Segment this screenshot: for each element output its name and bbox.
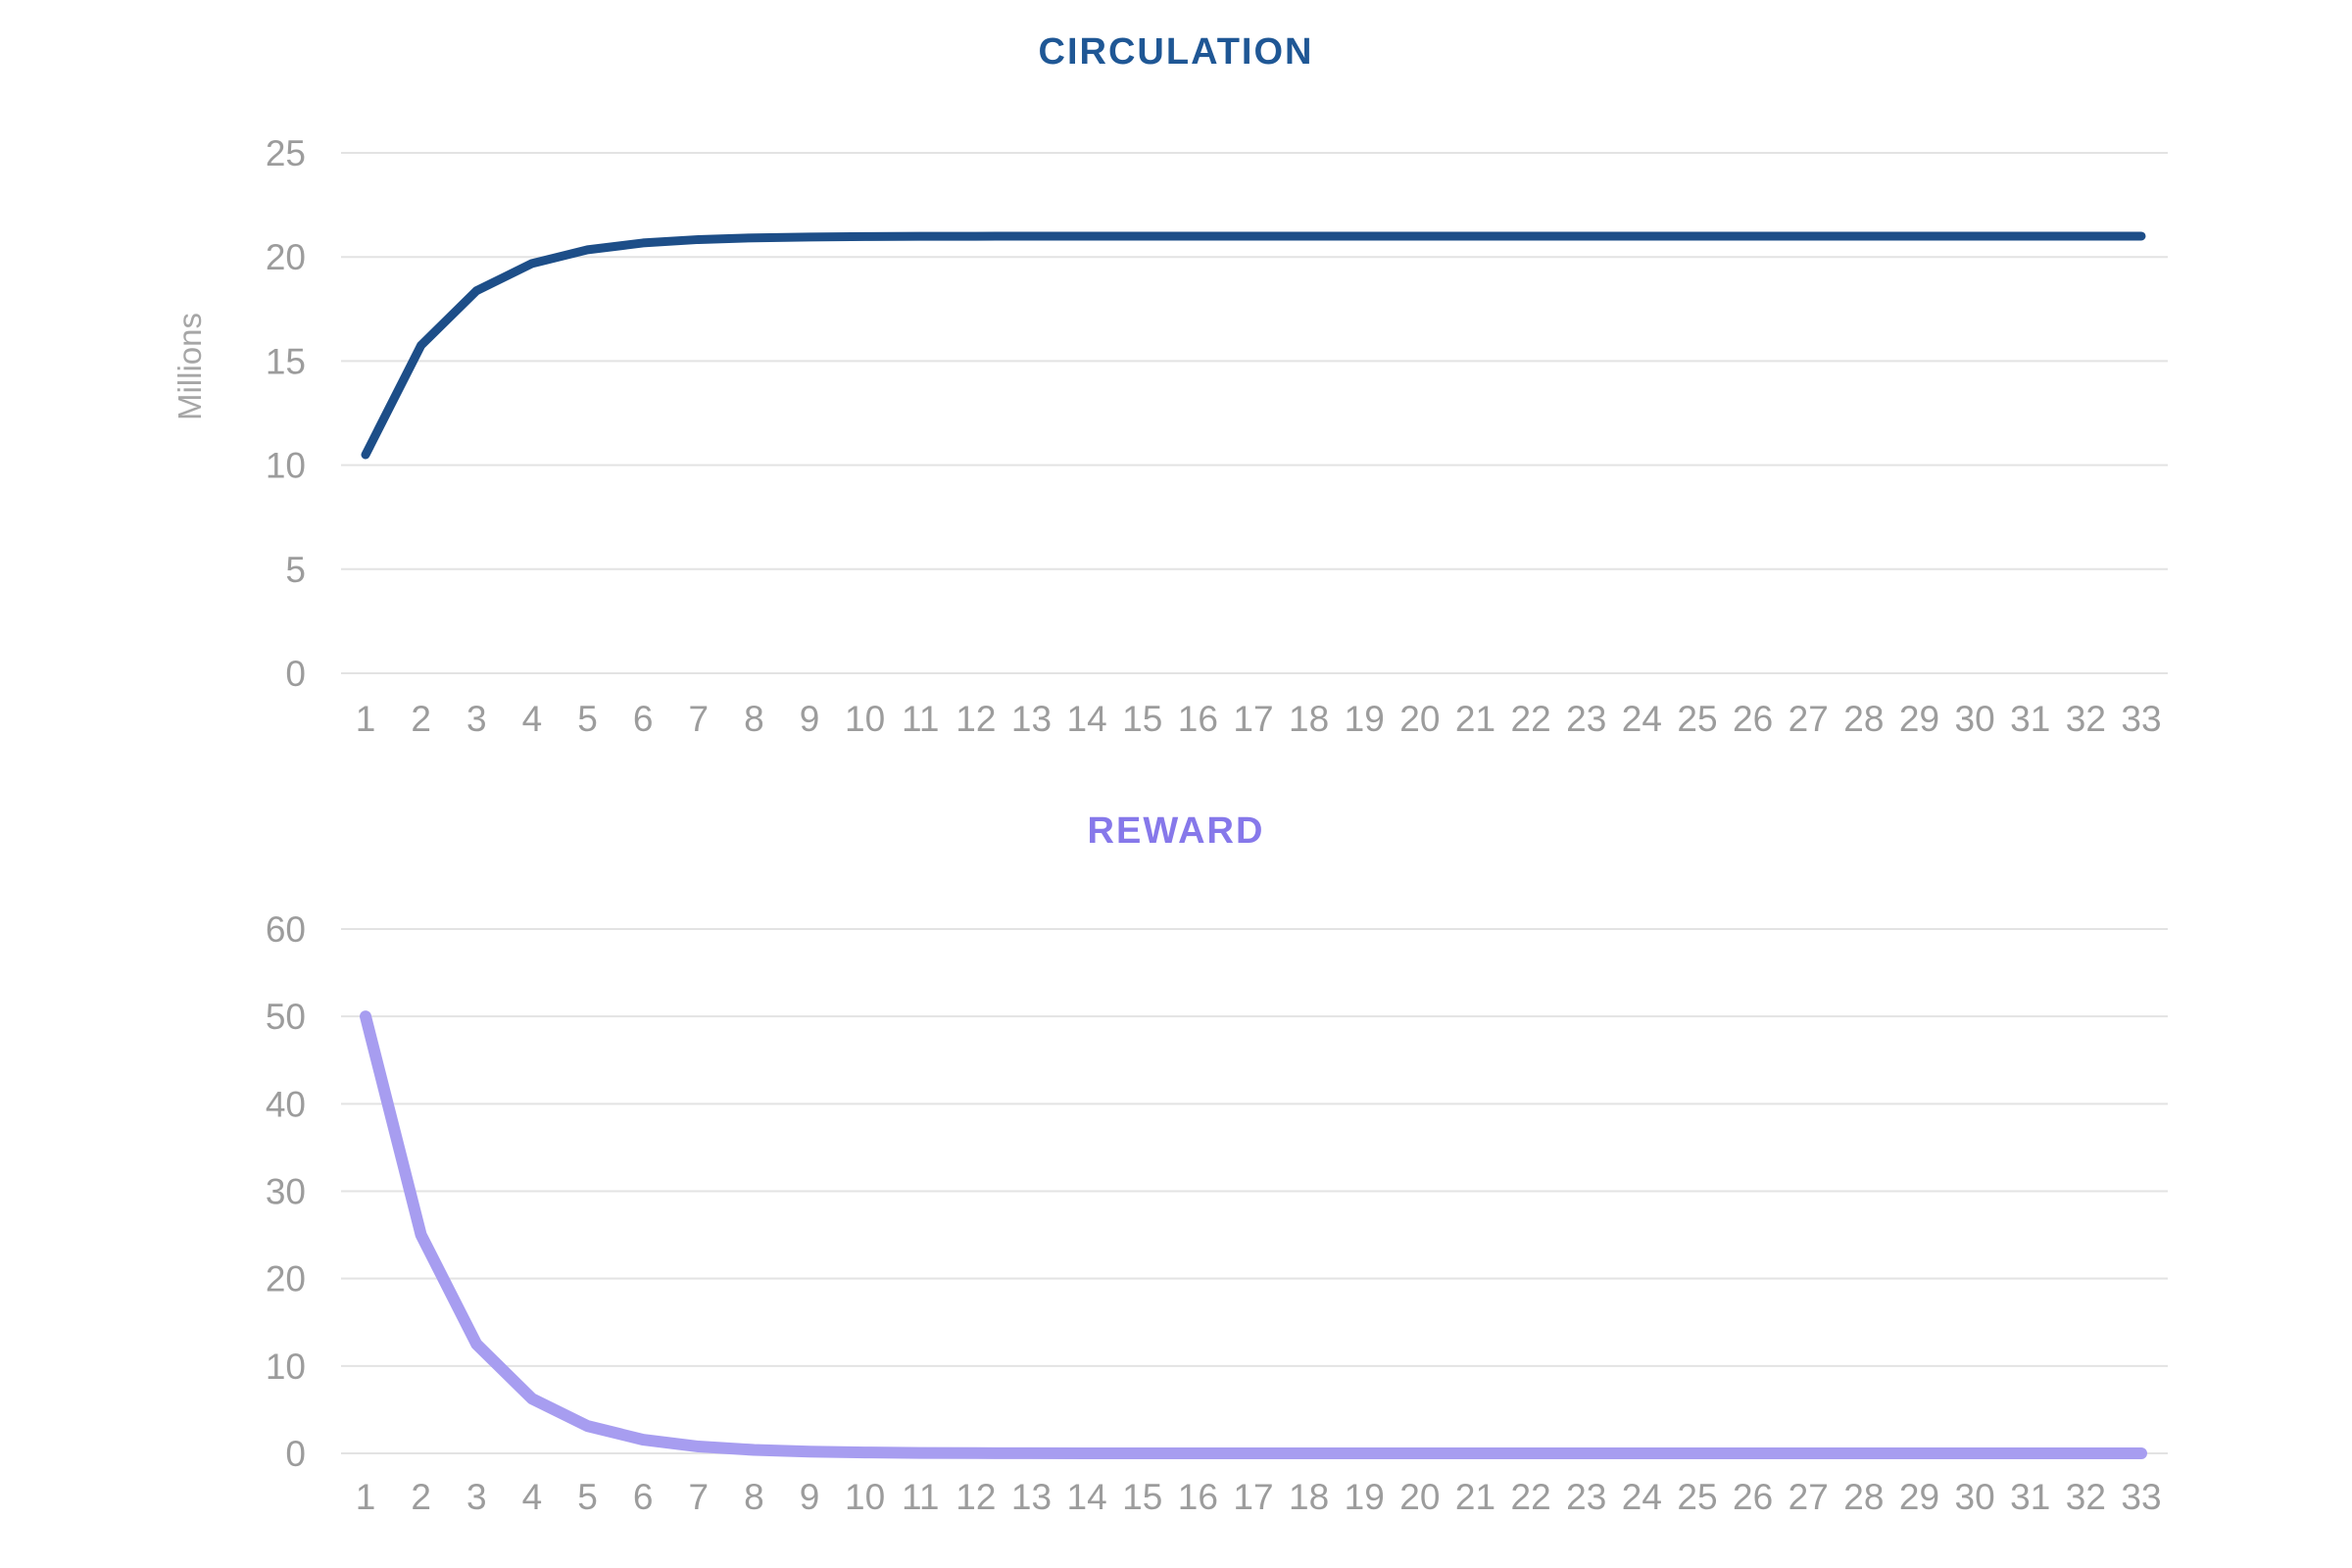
x-tick-label: 29 [1899, 1477, 1939, 1517]
x-tick-label: 13 [1011, 1477, 1052, 1517]
y-tick-label: 0 [285, 654, 306, 694]
x-tick-label: 26 [1733, 1477, 1773, 1517]
x-tick-label: 1 [356, 699, 376, 739]
x-tick-label: 22 [1511, 699, 1551, 739]
x-tick-label: 30 [1955, 699, 1995, 739]
y-tick-label: 30 [266, 1171, 306, 1211]
x-tick-label: 31 [2010, 699, 2050, 739]
x-tick-label: 16 [1178, 1477, 1218, 1517]
y-tick-label: 50 [266, 997, 306, 1037]
y-tick-label: 10 [266, 1347, 306, 1387]
circulation-line [361, 231, 2146, 460]
x-tick-label: 23 [1566, 1477, 1606, 1517]
x-tick-label: 7 [688, 1477, 709, 1517]
x-tick-label: 12 [956, 1477, 996, 1517]
y-tick-label: 5 [285, 550, 306, 590]
reward-chart-title: REWARD [1087, 810, 1265, 852]
x-tick-label: 19 [1345, 1477, 1385, 1517]
x-tick-label: 15 [1122, 1477, 1162, 1517]
x-tick-label: 13 [1011, 699, 1052, 739]
y-tick-label: 40 [266, 1084, 306, 1124]
x-tick-label: 10 [845, 1477, 885, 1517]
x-tick-label: 11 [902, 1477, 939, 1517]
x-tick-label: 2 [411, 1477, 431, 1517]
y-tick-label: 20 [266, 1259, 306, 1299]
x-tick-label: 3 [466, 699, 487, 739]
x-tick-label: 8 [744, 1477, 764, 1517]
x-tick-label: 29 [1899, 699, 1939, 739]
x-tick-label: 9 [800, 1477, 820, 1517]
x-tick-label: 14 [1067, 699, 1107, 739]
x-tick-label: 25 [1677, 1477, 1717, 1517]
y-tick-label: 15 [266, 341, 306, 381]
x-tick-label: 10 [845, 699, 885, 739]
y-tick-label: 25 [266, 133, 306, 173]
x-tick-label: 2 [411, 699, 431, 739]
x-tick-label: 4 [522, 1477, 543, 1517]
x-tick-label: 20 [1399, 1477, 1440, 1517]
x-tick-label: 24 [1622, 699, 1662, 739]
x-tick-label: 33 [2121, 1477, 2161, 1517]
x-tick-label: 5 [577, 699, 598, 739]
x-tick-label: 25 [1677, 699, 1717, 739]
x-tick-label: 17 [1233, 1477, 1273, 1517]
y-tick-label: 0 [285, 1434, 306, 1474]
x-tick-label: 28 [1843, 699, 1884, 739]
x-tick-label: 17 [1233, 699, 1273, 739]
x-tick-label: 7 [688, 699, 709, 739]
x-tick-label: 27 [1788, 699, 1829, 739]
x-tick-label: 32 [2066, 1477, 2106, 1517]
x-tick-label: 15 [1122, 699, 1162, 739]
y-tick-label: 60 [266, 909, 306, 950]
x-tick-label: 16 [1178, 699, 1218, 739]
x-tick-label: 12 [956, 699, 996, 739]
x-tick-label: 26 [1733, 699, 1773, 739]
x-tick-label: 18 [1289, 1477, 1329, 1517]
y-axis-unit-label: Millions [172, 313, 208, 420]
x-tick-label: 5 [577, 1477, 598, 1517]
circulation-chart-title: CIRCULATION [1038, 31, 1314, 73]
x-tick-label: 6 [633, 699, 654, 739]
x-tick-label: 31 [2010, 1477, 2050, 1517]
x-tick-label: 22 [1511, 1477, 1551, 1517]
x-tick-label: 24 [1622, 1477, 1662, 1517]
x-tick-label: 27 [1788, 1477, 1829, 1517]
x-tick-label: 6 [633, 1477, 654, 1517]
x-tick-label: 33 [2121, 699, 2161, 739]
y-tick-label: 20 [266, 237, 306, 277]
x-tick-label: 8 [744, 699, 764, 739]
x-tick-label: 23 [1566, 699, 1606, 739]
y-tick-label: 10 [266, 446, 306, 486]
reward-line [360, 1010, 2147, 1459]
x-tick-label: 1 [356, 1477, 376, 1517]
x-tick-label: 19 [1345, 699, 1385, 739]
x-tick-label: 4 [522, 699, 543, 739]
x-tick-label: 11 [902, 699, 939, 739]
x-tick-label: 18 [1289, 699, 1329, 739]
x-tick-label: 14 [1067, 1477, 1107, 1517]
x-tick-label: 32 [2066, 699, 2106, 739]
x-tick-label: 3 [466, 1477, 487, 1517]
x-tick-label: 21 [1455, 699, 1495, 739]
x-tick-label: 28 [1843, 1477, 1884, 1517]
x-tick-label: 21 [1455, 1477, 1495, 1517]
x-tick-label: 9 [800, 699, 820, 739]
x-tick-label: 30 [1955, 1477, 1995, 1517]
x-tick-label: 20 [1399, 699, 1440, 739]
